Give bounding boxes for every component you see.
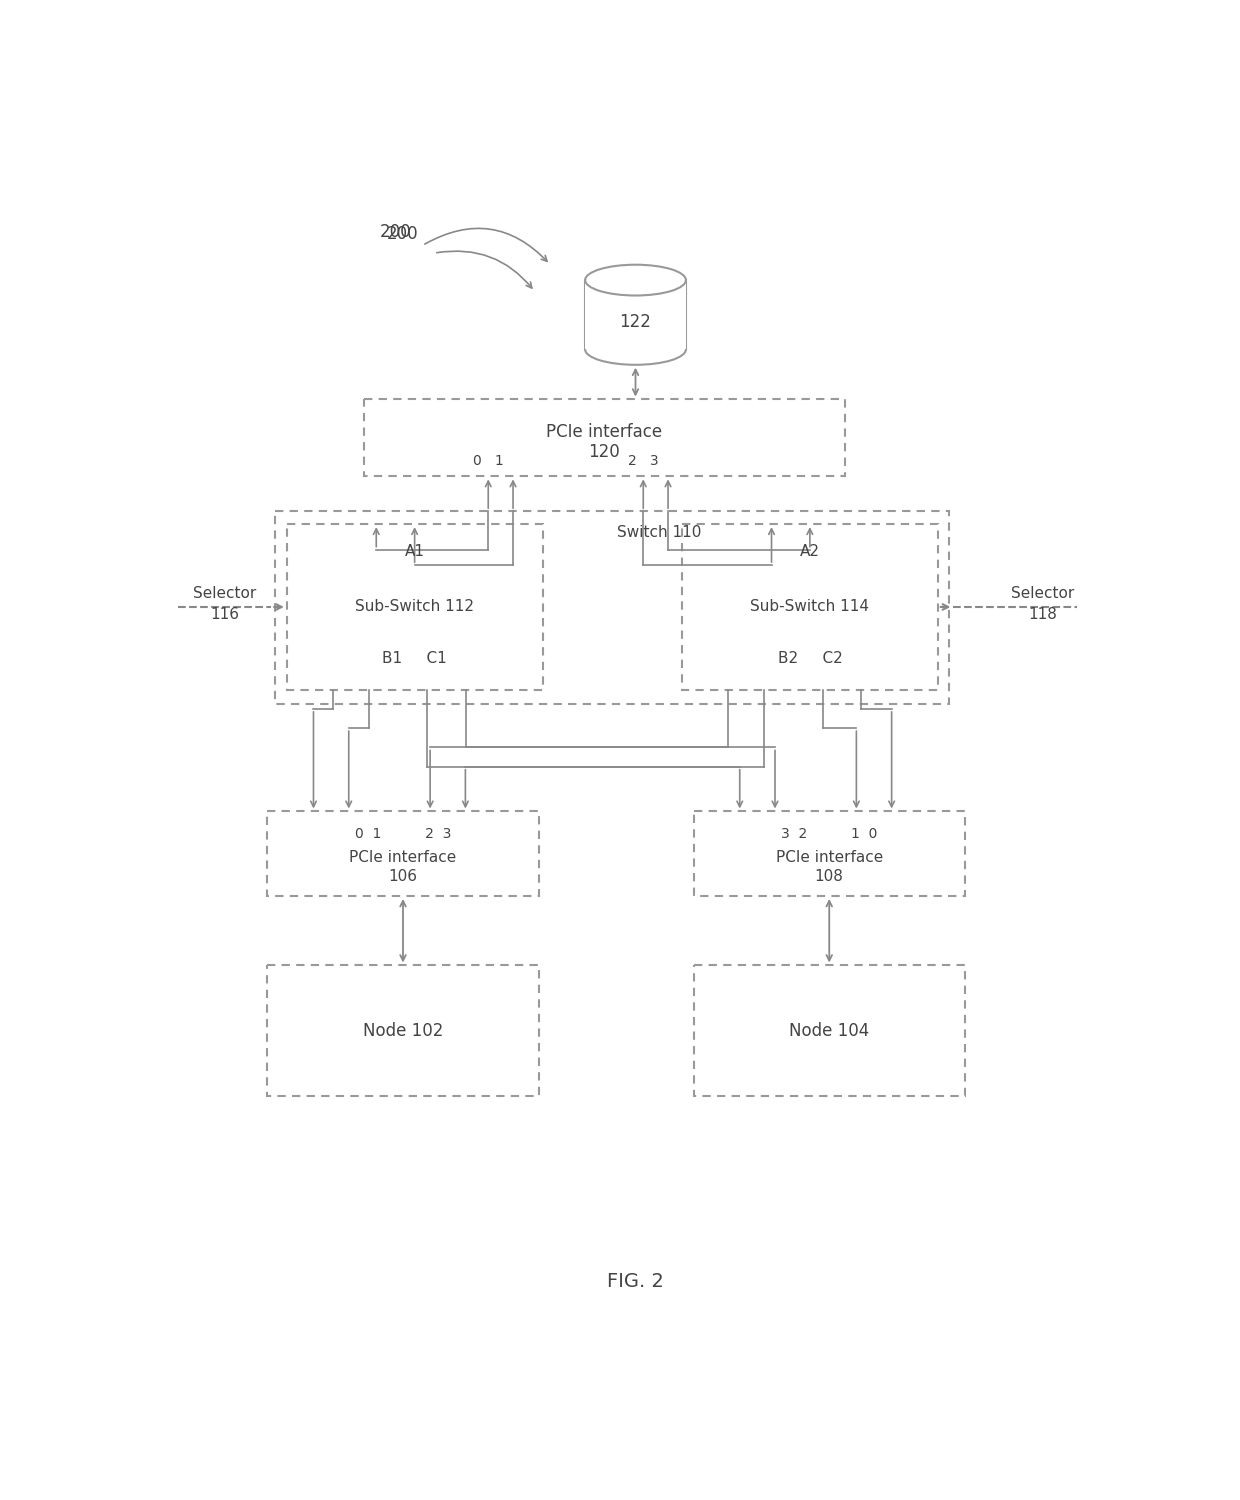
Text: Node 104: Node 104: [789, 1022, 869, 1040]
Text: 118: 118: [1028, 608, 1056, 622]
Bar: [585, 280, 686, 350]
Text: Switch 110: Switch 110: [616, 525, 701, 540]
Text: Sub-Switch 112: Sub-Switch 112: [355, 600, 474, 615]
Text: A2: A2: [800, 543, 820, 558]
Bar: [268, 966, 538, 1096]
Text: A1: A1: [404, 543, 424, 558]
Bar: [286, 524, 543, 690]
Text: 120: 120: [589, 442, 620, 460]
Text: 2   3: 2 3: [627, 454, 658, 468]
Bar: [268, 812, 538, 895]
Text: Selector: Selector: [193, 585, 257, 600]
Text: PCIe interface: PCIe interface: [547, 423, 662, 441]
Text: 116: 116: [211, 608, 239, 622]
Text: PCIe interface: PCIe interface: [776, 850, 883, 865]
Bar: [682, 524, 937, 690]
Text: 0   1: 0 1: [472, 454, 503, 468]
Text: PCIe interface: PCIe interface: [350, 850, 456, 865]
Text: 0  1          2  3: 0 1 2 3: [355, 828, 451, 842]
Bar: [693, 812, 965, 895]
Text: Node 102: Node 102: [363, 1022, 443, 1040]
Text: Selector: Selector: [1011, 585, 1074, 600]
Text: FIG. 2: FIG. 2: [608, 1272, 663, 1290]
Bar: [275, 512, 950, 704]
Text: B2     C2: B2 C2: [777, 651, 842, 666]
Bar: [365, 399, 844, 477]
Text: 106: 106: [388, 870, 418, 885]
Text: 108: 108: [815, 870, 843, 885]
Text: 3  2          1  0: 3 2 1 0: [781, 828, 878, 842]
Text: Sub-Switch 114: Sub-Switch 114: [750, 600, 869, 615]
Text: 122: 122: [620, 314, 651, 332]
Text: 200: 200: [387, 225, 419, 243]
Ellipse shape: [585, 264, 686, 296]
Bar: [693, 966, 965, 1096]
Text: 200: 200: [379, 224, 412, 242]
Text: B1     C1: B1 C1: [382, 651, 446, 666]
